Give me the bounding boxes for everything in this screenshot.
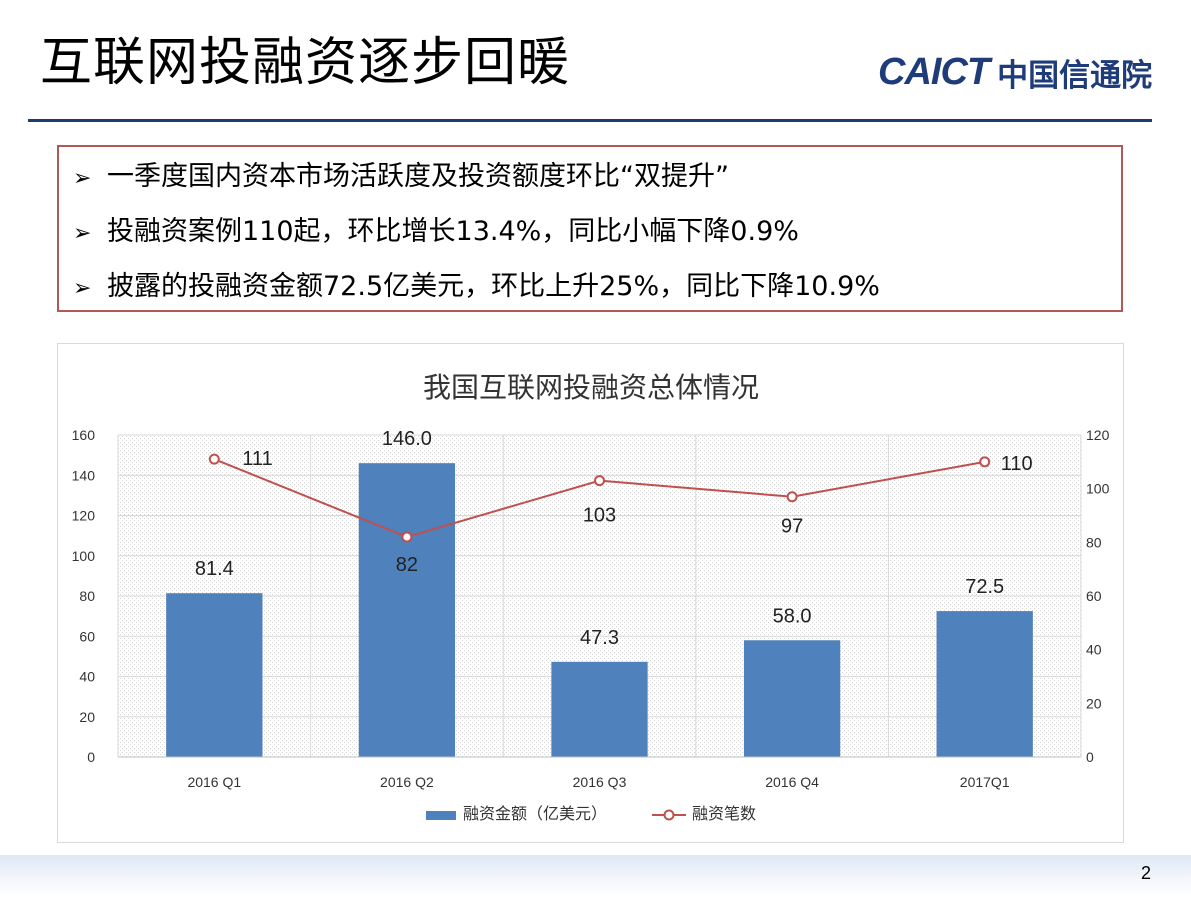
bullet-item: ➢ 投融资案例110起，环比增长13.4%，同比小幅下降0.9% (73, 214, 799, 252)
page-number: 2 (1140, 863, 1151, 883)
arrow-bullet-icon: ➢ (73, 166, 92, 191)
y-right-tick-label: 120 (1086, 427, 1110, 443)
arrow-bullet-icon: ➢ (73, 276, 92, 301)
x-tick-label: 2016 Q3 (573, 774, 627, 790)
line-point (401, 531, 413, 543)
line-point (208, 453, 220, 465)
x-tick-label: 2016 Q4 (765, 774, 819, 790)
caict-logo: CAICT 中国信通院 (878, 50, 1153, 94)
bullet-text: 披露的投融资金额72.5亿美元，环比上升25%，同比下降10.9% (107, 271, 880, 302)
bar (358, 463, 456, 757)
legend-label: 融资金额（亿美元） (463, 804, 607, 823)
line-value-label: 110 (1001, 453, 1033, 475)
line-value-label: 103 (583, 505, 616, 527)
y-right-tick-label: 80 (1086, 534, 1102, 550)
investment-chart: 我国互联网投融资总体情况 81.4 146.0 47.3 58.0 72.5 111 82 1… (72, 371, 1110, 823)
y-left-tick-label: 60 (79, 628, 95, 644)
y-left-tick-label: 120 (72, 508, 96, 524)
bullet-text: 一季度国内资本市场活跃度及投资额度环比“双提升” (107, 161, 729, 192)
line-value-label: 97 (781, 516, 803, 538)
footer-band (0, 855, 1191, 897)
chart-title: 我国互联网投融资总体情况 (423, 371, 759, 404)
bar-value-label: 47.3 (580, 627, 619, 649)
legend-label: 融资笔数 (692, 804, 756, 823)
bar-value-label: 58.0 (773, 605, 812, 627)
title-divider (28, 119, 1152, 122)
logo-text-en: CAICT (878, 50, 990, 93)
x-tick-label: 2016 Q2 (380, 774, 434, 790)
chart-panel: 我国互联网投融资总体情况 81.4 146.0 47.3 58.0 72.5 111 82 1… (57, 343, 1124, 843)
summary-box: ➢ 一季度国内资本市场活跃度及投资额度环比“双提升” ➢ 投融资案例110起，环比增… (57, 145, 1123, 312)
bar (166, 593, 263, 757)
bar-value-label: 72.5 (965, 576, 1004, 598)
y-left-tick-label: 100 (72, 548, 96, 564)
logo-text-cn: 中国信通院 (997, 57, 1153, 94)
line-point (786, 491, 798, 503)
bar (743, 640, 841, 757)
line-point (594, 475, 605, 487)
y-left-tick-label: 20 (79, 709, 95, 725)
legend-swatch-bar (426, 811, 456, 820)
y-right-tick-label: 20 (1086, 695, 1102, 711)
slide-title: 互联网投融资逐步回暖 (40, 33, 571, 93)
bullet-text: 投融资案例110起，环比增长13.4%，同比小幅下降0.9% (107, 216, 799, 247)
y-left-tick-label: 40 (79, 669, 95, 685)
y-left-tick-label: 80 (79, 588, 95, 604)
legend-marker (663, 809, 675, 821)
bar (936, 611, 1033, 757)
line-value-label: 82 (396, 554, 418, 576)
y-right-tick-label: 100 (1086, 481, 1110, 497)
bullet-item: ➢ 一季度国内资本市场活跃度及投资额度环比“双提升” (73, 159, 729, 197)
y-left-tick-label: 140 (72, 467, 96, 483)
bar (551, 661, 648, 757)
y-right-tick-label: 0 (1086, 749, 1094, 765)
y-left-tick-label: 0 (87, 749, 95, 765)
y-left-tick-label: 160 (72, 427, 96, 443)
bar-value-label: 81.4 (195, 558, 234, 580)
line-value-label: 111 (242, 448, 272, 470)
line-point (979, 456, 991, 468)
y-right-tick-label: 60 (1086, 588, 1102, 604)
arrow-bullet-icon: ➢ (73, 221, 92, 246)
x-tick-label: 2016 Q1 (187, 774, 241, 790)
bullet-item: ➢ 披露的投融资金额72.5亿美元，环比上升25%，同比下降10.9% (73, 269, 880, 307)
y-right-tick-label: 40 (1086, 642, 1102, 658)
bar-value-label: 146.0 (382, 428, 432, 450)
x-tick-label: 2017Q1 (960, 774, 1010, 790)
